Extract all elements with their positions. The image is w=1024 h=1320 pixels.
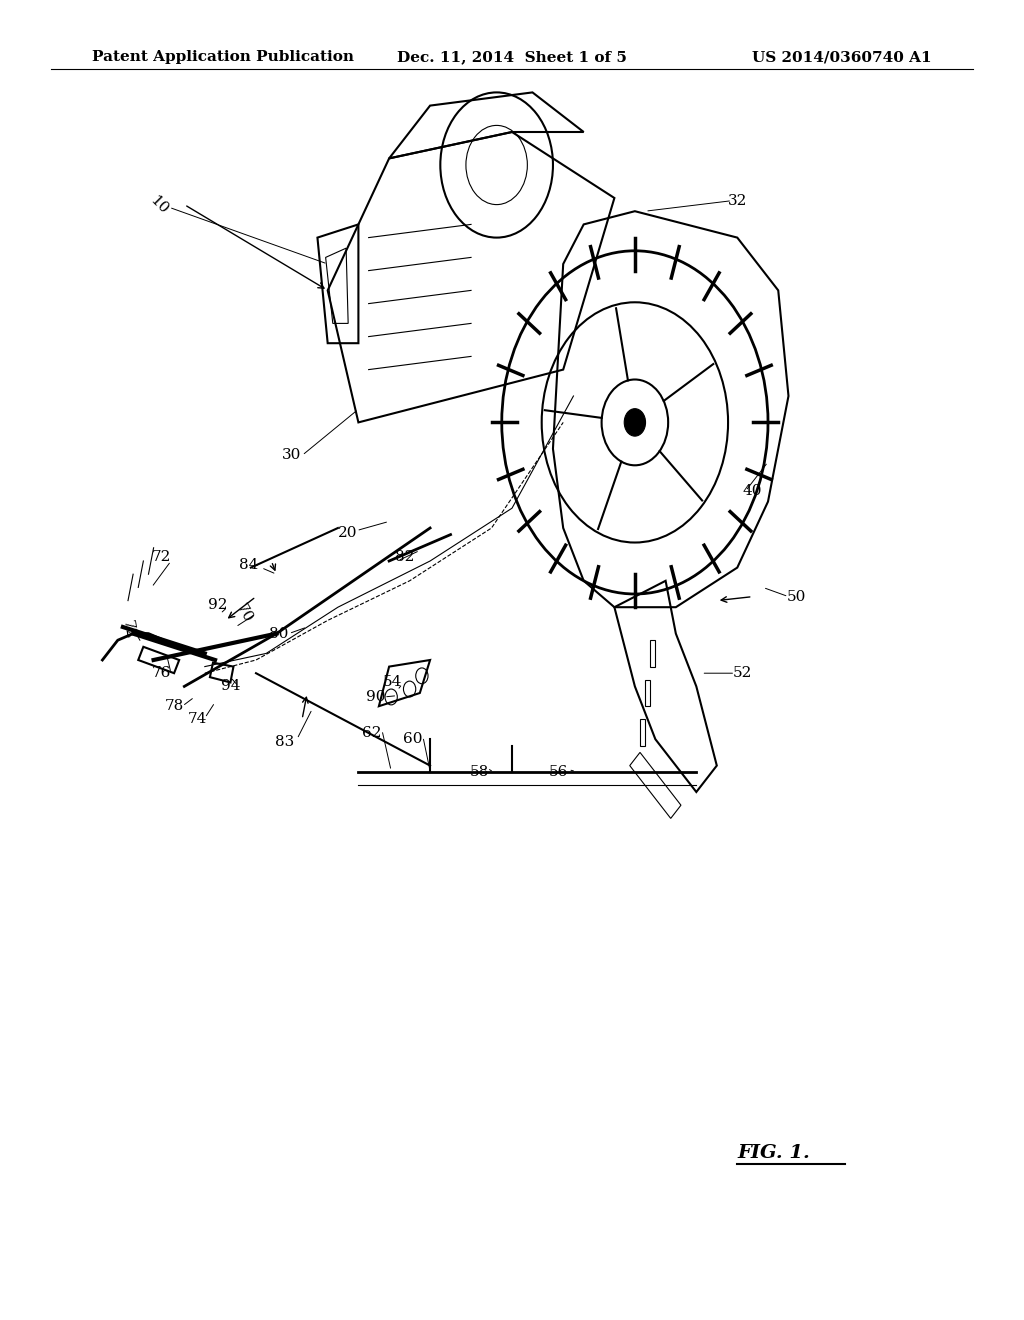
Text: 78: 78 [165, 700, 183, 713]
Text: Patent Application Publication: Patent Application Publication [92, 50, 354, 65]
Text: 82: 82 [395, 550, 414, 564]
Circle shape [625, 409, 645, 436]
Text: 20: 20 [338, 527, 358, 540]
Text: 83: 83 [275, 735, 294, 748]
Text: 80: 80 [269, 627, 288, 640]
Text: US 2014/0360740 A1: US 2014/0360740 A1 [753, 50, 932, 65]
Text: 52: 52 [733, 667, 752, 680]
Text: Dec. 11, 2014  Sheet 1 of 5: Dec. 11, 2014 Sheet 1 of 5 [397, 50, 627, 65]
Text: 92: 92 [208, 598, 228, 611]
Text: 70: 70 [232, 602, 255, 626]
Text: 84: 84 [240, 558, 258, 572]
Text: 10: 10 [146, 193, 171, 216]
Text: 90: 90 [366, 690, 386, 704]
Text: 72: 72 [153, 550, 171, 564]
Text: 76: 76 [153, 667, 171, 680]
Text: 32: 32 [728, 194, 746, 207]
Text: 74: 74 [188, 713, 207, 726]
Text: 50: 50 [787, 590, 806, 603]
Text: 62: 62 [361, 726, 382, 739]
Text: 56: 56 [549, 766, 567, 779]
Text: 60: 60 [402, 733, 423, 746]
Text: FIG. 1.: FIG. 1. [737, 1143, 810, 1162]
Text: 30: 30 [283, 449, 301, 462]
Text: 72: 72 [120, 619, 136, 640]
Text: 54: 54 [383, 676, 401, 689]
Text: 58: 58 [470, 766, 488, 779]
Text: 94: 94 [220, 680, 241, 693]
Text: 40: 40 [742, 484, 763, 498]
